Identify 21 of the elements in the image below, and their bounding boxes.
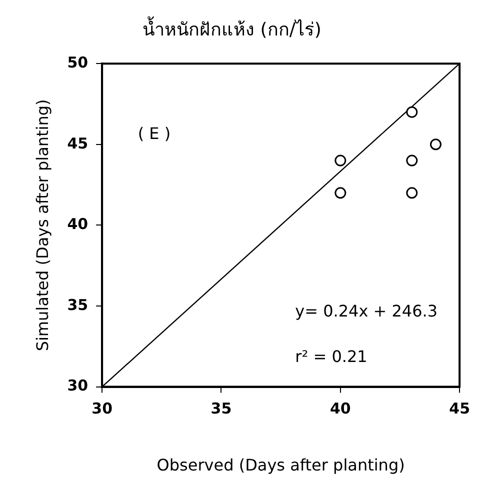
point [334,187,346,199]
point [406,154,418,166]
annotation: y= 0.24x + 246.3 [295,302,438,321]
x-tick-label: 35 [210,400,232,418]
annotation: r² = 0.21 [295,346,368,366]
chart-title: น้ำหนักฝักแห้ง (กก/ไร่) [142,16,322,40]
y-axis-title: Simulated (Days after planting) [32,99,52,352]
point [430,138,442,150]
x-tick-label: 45 [449,400,470,418]
y-tick-label: 50 [67,53,88,72]
point [334,154,346,166]
x-tick-label: 40 [330,400,351,418]
y-tick-label: 40 [67,215,88,234]
annotation: ( E ) [138,124,171,143]
y-tick-label: 35 [67,296,88,314]
y-tick-label: 30 [67,376,88,395]
y-tick-label: 45 [67,134,88,152]
point [406,106,418,118]
x-tick-label: 30 [92,400,113,418]
x-axis-title: Observed (Days after planting) [156,456,405,475]
point [406,187,418,199]
